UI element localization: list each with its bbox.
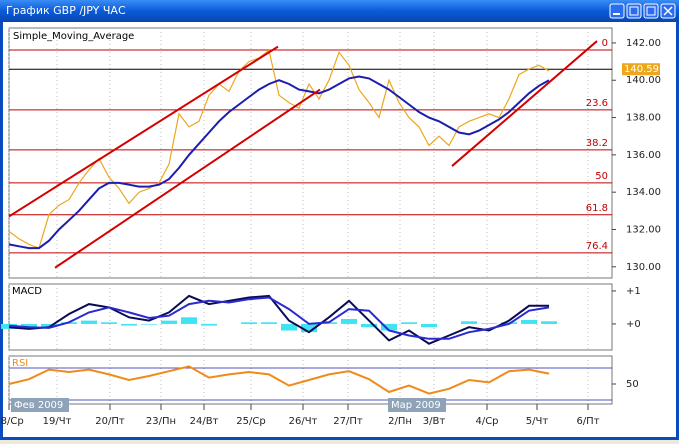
- histogram-bar: [141, 323, 157, 325]
- x-tick-label: 4/Ср: [475, 416, 498, 427]
- close-icon: [663, 6, 673, 16]
- y-tick-label: 136.00: [626, 150, 661, 161]
- y-tick-label: 138.00: [626, 113, 661, 124]
- trendline: [54, 88, 321, 269]
- series-line: [8, 75, 550, 250]
- histogram-bar: [81, 320, 97, 324]
- fib-label: 61.8: [586, 203, 608, 214]
- current-price-label: 140.59: [624, 64, 659, 75]
- histogram-bar: [341, 318, 357, 324]
- maximize-button[interactable]: [643, 3, 659, 19]
- histogram-bar: [301, 323, 317, 333]
- y-tick-label: 130.00: [626, 262, 661, 273]
- panel-title: MACD: [12, 286, 42, 297]
- histogram-bar: [461, 321, 477, 324]
- fib-label: 76.4: [586, 241, 608, 252]
- x-tick-label: 5/Чт: [526, 416, 549, 427]
- y-tick-label: 50: [626, 379, 639, 390]
- x-tick-label: 26/Чт: [289, 416, 318, 427]
- minimize-icon: [613, 13, 620, 15]
- y-tick-label: 132.00: [626, 224, 661, 235]
- series-line: [8, 296, 550, 340]
- minimize-button[interactable]: [609, 3, 625, 19]
- fib-label: 38.2: [586, 138, 608, 149]
- y-tick-label: +0: [626, 319, 641, 330]
- x-tick-label: 23/Пн: [146, 416, 176, 427]
- histogram-bar: [161, 320, 177, 324]
- fib-label: 23.6: [586, 98, 608, 109]
- histogram-bar: [241, 322, 257, 324]
- period-marker-label: Мар 2009: [391, 400, 441, 411]
- trendline: [451, 40, 598, 167]
- fib-label: 0: [602, 38, 608, 49]
- series-line: [8, 294, 549, 345]
- y-tick-label: 140.00: [626, 75, 661, 86]
- histogram-bar: [521, 319, 537, 324]
- x-tick-label: 20/Пт: [95, 416, 125, 427]
- title-bar: [0, 0, 679, 22]
- restore-icon: [629, 6, 639, 16]
- window-title: График GBP /JPY ЧАС: [6, 4, 126, 17]
- x-tick-label: 27/Пт: [333, 416, 363, 427]
- maximize-icon: [646, 6, 656, 16]
- histogram-bar: [21, 323, 37, 328]
- histogram-bar: [181, 317, 197, 324]
- period-marker-box: [388, 398, 446, 412]
- histogram-bar: [541, 321, 557, 324]
- current-price-box: [622, 63, 660, 76]
- period-marker-box: [11, 398, 69, 412]
- histogram-bar: [121, 323, 137, 326]
- restore-button[interactable]: [626, 3, 642, 19]
- histogram-bar: [421, 323, 437, 328]
- x-tick-label: 3/Вт: [423, 416, 446, 427]
- y-tick-label: 142.00: [626, 38, 661, 49]
- y-tick-label: +1: [626, 286, 641, 297]
- histogram-bar: [381, 323, 397, 331]
- x-tick-label: 25/Ср: [236, 416, 265, 427]
- legend-entry: Simple_Moving_Average: [13, 31, 134, 42]
- histogram-bar: [401, 322, 417, 324]
- histogram-bar: [201, 323, 217, 326]
- histogram-bar: [261, 322, 277, 324]
- x-tick-label: 2/Пн: [388, 416, 412, 427]
- y-tick-label: 134.00: [626, 187, 661, 198]
- price-panel: [8, 27, 613, 279]
- histogram-bar: [101, 322, 117, 324]
- x-tick-label: 24/Вт: [190, 416, 219, 427]
- x-tick-label: 18/Ср: [0, 416, 24, 427]
- macd-panel: [8, 283, 613, 351]
- histogram-bar: [281, 323, 297, 331]
- x-tick-label: 19/Чт: [43, 416, 72, 427]
- window-buttons[interactable]: [609, 3, 676, 19]
- panel-title: RSI: [12, 358, 28, 369]
- x-tick-label: 6/Пт: [576, 416, 599, 427]
- histogram-bar: [481, 323, 497, 324]
- histogram-bar: [41, 323, 57, 327]
- trendline: [8, 45, 279, 218]
- fib-label: 50: [595, 171, 608, 182]
- series-line: [8, 365, 550, 395]
- histogram-bar: [361, 323, 377, 328]
- period-marker-label: Фев 2009: [14, 400, 63, 411]
